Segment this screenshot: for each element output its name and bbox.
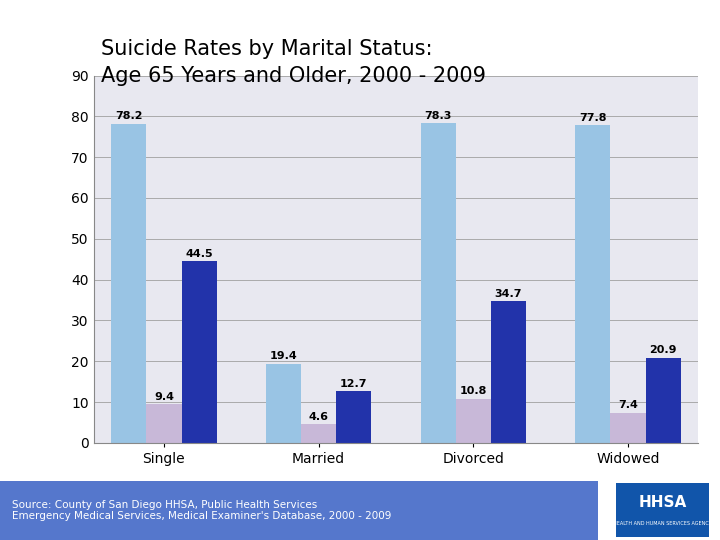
Bar <box>646 357 681 443</box>
Text: 9.4: 9.4 <box>154 392 174 402</box>
Legend: Male, Female, Total: Male, Female, Total <box>257 491 535 517</box>
Text: 78.3: 78.3 <box>425 111 452 121</box>
Bar <box>456 399 491 443</box>
Bar <box>575 125 611 443</box>
Text: 78.2: 78.2 <box>115 111 143 122</box>
Text: 34.7: 34.7 <box>495 289 522 299</box>
Bar <box>301 424 336 443</box>
Text: 19.4: 19.4 <box>269 351 297 361</box>
Text: 4.6: 4.6 <box>309 411 328 422</box>
Text: 20.9: 20.9 <box>649 345 677 355</box>
Bar <box>420 123 456 443</box>
Bar <box>266 363 301 443</box>
Bar <box>146 404 181 443</box>
Bar <box>181 261 217 443</box>
Bar <box>111 124 146 443</box>
Text: Source: County of San Diego HHSA, Public Health Services
Emergency Medical Servi: Source: County of San Diego HHSA, Public… <box>12 500 392 521</box>
Text: Suicide Rates by Marital Status:: Suicide Rates by Marital Status: <box>101 39 432 59</box>
Bar <box>611 413 646 443</box>
Text: 10.8: 10.8 <box>459 386 487 396</box>
Text: 7.4: 7.4 <box>618 400 638 410</box>
Text: HEALTH AND HUMAN SERVICES AGENCY: HEALTH AND HUMAN SERVICES AGENCY <box>613 521 711 526</box>
Text: Age 65 Years and Older, 2000 - 2009: Age 65 Years and Older, 2000 - 2009 <box>101 66 486 86</box>
Text: HHSA: HHSA <box>638 495 687 510</box>
Text: 44.5: 44.5 <box>185 249 213 259</box>
Bar <box>491 301 526 443</box>
Text: 12.7: 12.7 <box>340 379 367 389</box>
Text: 77.8: 77.8 <box>579 113 607 123</box>
Bar <box>336 391 372 443</box>
